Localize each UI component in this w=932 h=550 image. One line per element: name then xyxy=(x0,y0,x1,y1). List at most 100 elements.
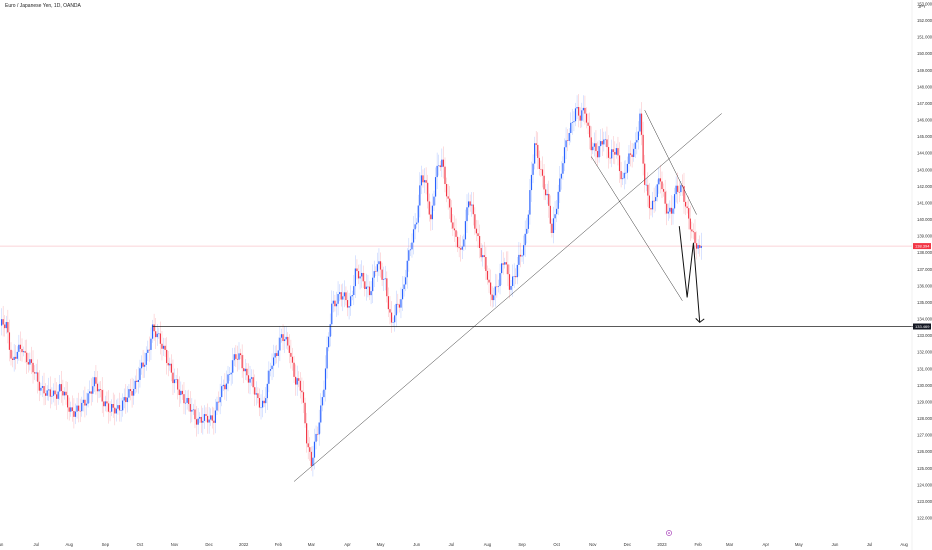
candle xyxy=(617,136,619,166)
lower-channel-line[interactable] xyxy=(591,156,683,301)
rising-trend-line[interactable] xyxy=(293,113,722,482)
price-tick-label: 152.000 xyxy=(917,18,932,23)
candle xyxy=(184,390,187,415)
candle xyxy=(133,378,135,405)
candle xyxy=(559,166,561,204)
candle xyxy=(329,313,331,347)
candle xyxy=(332,290,334,313)
candle xyxy=(626,156,628,180)
price-tick-label: 151.000 xyxy=(917,35,932,40)
candle xyxy=(383,266,385,292)
candle xyxy=(636,126,638,155)
candle xyxy=(622,171,624,185)
candle xyxy=(549,195,551,234)
candle xyxy=(221,376,223,407)
candle xyxy=(477,220,479,248)
candle xyxy=(450,200,452,230)
candle xyxy=(494,273,496,307)
candle xyxy=(633,143,635,162)
price-tick-label: 141.000 xyxy=(917,200,932,205)
time-axis[interactable]: Jun Jul Aug Sep Oct Nov Dec 2022 Feb Mar Apr May Jun… xyxy=(0,542,909,547)
candle xyxy=(552,206,555,244)
candle xyxy=(178,376,180,407)
candle xyxy=(238,342,240,370)
candle xyxy=(497,279,500,293)
support-level-tag-label: 133.469 xyxy=(915,324,930,329)
time-tick-label: Sep xyxy=(518,542,526,547)
price-axis[interactable]: 122.000 123.000 124.000 125.000 126.000 127.0… xyxy=(911,0,932,550)
time-tick-label: Aug xyxy=(484,542,492,547)
chart-title: Euro / Japanese Yen, 1D, OANDA xyxy=(5,3,81,9)
candle xyxy=(612,136,614,164)
candle xyxy=(578,94,580,128)
candle xyxy=(545,184,547,201)
candle xyxy=(463,234,465,252)
candlestick-series xyxy=(0,94,702,477)
candle xyxy=(488,268,490,294)
candle xyxy=(109,401,111,422)
candle xyxy=(464,209,467,250)
candle xyxy=(642,121,644,176)
candle xyxy=(361,260,363,288)
candle xyxy=(670,195,673,226)
candle xyxy=(317,426,319,441)
candle xyxy=(532,154,534,184)
candle xyxy=(445,177,448,203)
last-price-tag xyxy=(913,243,931,250)
candle xyxy=(554,201,556,231)
candle xyxy=(162,337,165,356)
candle xyxy=(570,112,572,143)
candle xyxy=(38,370,40,402)
candle xyxy=(192,403,195,415)
price-tick-label: 129.000 xyxy=(917,399,932,404)
price-tick-label: 124.000 xyxy=(917,482,932,487)
arrow-head xyxy=(695,317,705,324)
candle xyxy=(508,264,511,299)
candle xyxy=(203,405,206,429)
candle xyxy=(280,328,283,343)
candle xyxy=(653,187,655,213)
price-tick-label: 126.000 xyxy=(917,449,932,454)
candle xyxy=(387,287,389,318)
candle xyxy=(412,216,415,255)
candle xyxy=(279,325,281,362)
candle xyxy=(100,381,102,398)
candle xyxy=(354,255,356,298)
price-tick-label: 123.000 xyxy=(917,499,932,504)
candle xyxy=(447,184,449,210)
candle xyxy=(79,398,81,423)
candle xyxy=(342,283,344,312)
price-tick-label: 127.000 xyxy=(917,433,932,438)
candle xyxy=(144,352,146,378)
price-tick-label: 139.000 xyxy=(917,234,932,239)
candle xyxy=(606,126,608,159)
candle xyxy=(452,214,454,236)
candle xyxy=(32,350,34,384)
candle xyxy=(422,169,424,188)
candle xyxy=(524,220,526,258)
candle xyxy=(441,148,443,178)
candle xyxy=(243,354,245,384)
projected-path-arrow[interactable] xyxy=(678,226,701,323)
price-tick-label: 132.000 xyxy=(917,350,932,355)
candle xyxy=(93,370,95,392)
candle xyxy=(276,344,278,364)
upper-channel-line[interactable] xyxy=(644,110,697,215)
candle xyxy=(496,274,498,298)
target-icon[interactable] xyxy=(666,530,672,536)
time-tick-label: Aug xyxy=(900,542,908,547)
candle xyxy=(673,187,676,215)
candle xyxy=(427,174,429,209)
candle xyxy=(301,377,303,404)
price-tick-label: 147.000 xyxy=(917,101,932,106)
candle xyxy=(683,172,685,214)
candle xyxy=(137,366,139,394)
candle xyxy=(312,445,314,477)
candle xyxy=(370,281,372,305)
candle xyxy=(29,352,31,371)
candle xyxy=(224,373,226,400)
candle xyxy=(548,180,550,218)
candle xyxy=(593,132,595,157)
candle xyxy=(398,299,400,313)
